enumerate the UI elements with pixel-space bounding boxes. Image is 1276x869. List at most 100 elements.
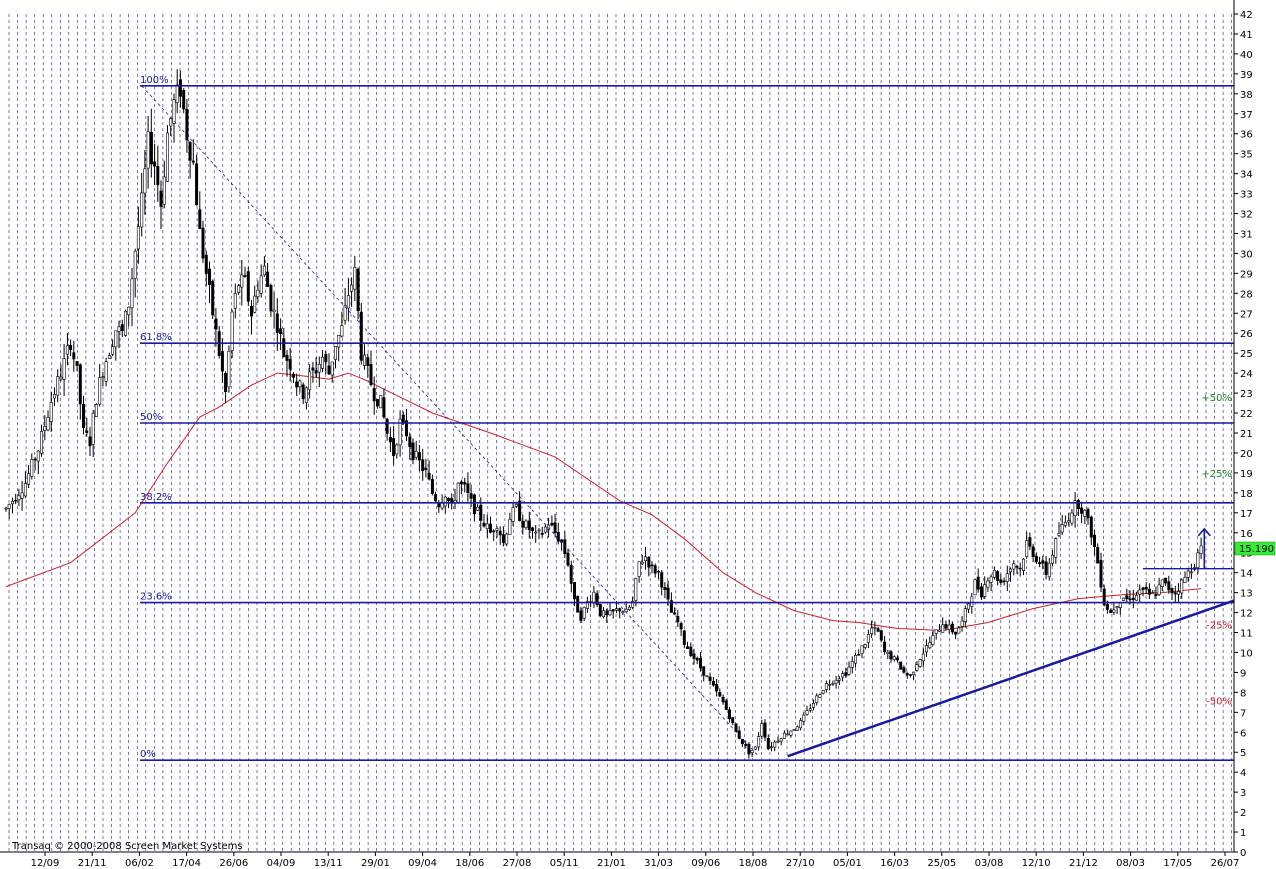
candle bbox=[1183, 571, 1187, 583]
candle bbox=[124, 309, 128, 337]
y-tick-label: 28 bbox=[1240, 289, 1253, 300]
candle-body bbox=[831, 683, 835, 685]
candle bbox=[908, 673, 912, 678]
candle bbox=[944, 620, 948, 631]
candle bbox=[795, 725, 799, 731]
candle bbox=[453, 488, 457, 509]
candle-body bbox=[204, 254, 208, 274]
candle-body bbox=[585, 601, 589, 609]
candle bbox=[786, 729, 790, 736]
candle bbox=[740, 738, 744, 748]
candle-body bbox=[124, 310, 128, 336]
candle-body bbox=[230, 311, 234, 351]
candle-body bbox=[437, 503, 441, 508]
candle-body bbox=[233, 293, 237, 309]
candle-body bbox=[91, 413, 95, 445]
candle-body bbox=[52, 394, 56, 399]
candle-body bbox=[317, 363, 321, 373]
candle-body bbox=[863, 644, 867, 648]
candle-body bbox=[430, 479, 434, 494]
x-tick-label: 09/06 bbox=[691, 858, 720, 869]
candle-body bbox=[1076, 500, 1080, 509]
candle-body bbox=[220, 351, 224, 372]
y-tick-label: 22 bbox=[1240, 409, 1253, 420]
candle bbox=[298, 379, 302, 393]
candle-body bbox=[750, 750, 754, 754]
fib-level-label: 100% bbox=[140, 75, 169, 86]
candle-body bbox=[1138, 589, 1142, 595]
candle-body bbox=[769, 746, 773, 749]
candle-body bbox=[1086, 509, 1090, 519]
candle-body bbox=[753, 746, 757, 750]
candle bbox=[976, 568, 980, 593]
candle-body bbox=[879, 630, 883, 641]
candle bbox=[353, 255, 357, 301]
candle bbox=[1189, 563, 1193, 579]
candle bbox=[673, 607, 677, 615]
candle-body bbox=[262, 265, 266, 276]
candle bbox=[217, 325, 221, 359]
candle-body bbox=[950, 623, 954, 633]
candle-body bbox=[1067, 520, 1071, 523]
candle bbox=[782, 730, 786, 739]
candle-body bbox=[246, 271, 250, 302]
candle-body bbox=[776, 740, 780, 743]
candle bbox=[705, 675, 709, 678]
candle-body bbox=[992, 570, 996, 578]
candle bbox=[647, 556, 651, 577]
candle bbox=[863, 643, 867, 650]
x-tick-label: 21/12 bbox=[1069, 858, 1098, 869]
candle bbox=[1076, 498, 1080, 516]
candle-body bbox=[469, 493, 473, 499]
candle-body bbox=[333, 346, 337, 360]
candle-body bbox=[101, 376, 105, 379]
candle-body bbox=[395, 444, 399, 455]
moving-average bbox=[5, 372, 1202, 632]
candle bbox=[776, 736, 780, 744]
uptrend-line bbox=[787, 599, 1235, 758]
candle-body bbox=[572, 581, 576, 600]
vertical-grid bbox=[8, 14, 1232, 852]
y-tick-label: 14 bbox=[1240, 569, 1253, 580]
candle-body bbox=[937, 629, 941, 632]
candle-body bbox=[908, 674, 912, 676]
candle-body bbox=[582, 607, 586, 619]
candle-body bbox=[107, 355, 111, 359]
candle-body bbox=[850, 661, 854, 668]
candle-body bbox=[760, 723, 764, 737]
candle-body bbox=[346, 295, 350, 309]
candle bbox=[963, 605, 967, 628]
candle bbox=[375, 399, 379, 409]
candle bbox=[937, 624, 941, 632]
candle bbox=[1031, 543, 1035, 563]
candle bbox=[582, 606, 586, 621]
candle-body bbox=[976, 576, 980, 590]
candle bbox=[763, 719, 767, 742]
candle bbox=[870, 620, 874, 638]
candle bbox=[941, 617, 945, 633]
candle-body bbox=[818, 694, 822, 698]
candle-body bbox=[1144, 586, 1148, 590]
candle-body bbox=[721, 696, 725, 703]
y-tick-label: 11 bbox=[1240, 629, 1253, 640]
candle-body bbox=[446, 498, 450, 501]
candle bbox=[101, 372, 105, 386]
candle bbox=[98, 363, 102, 407]
candle-body bbox=[443, 496, 447, 507]
candle-body bbox=[114, 330, 118, 348]
x-tick-label: 25/05 bbox=[927, 858, 956, 869]
candle-body bbox=[698, 657, 702, 669]
candle bbox=[11, 497, 15, 514]
candle bbox=[130, 268, 134, 327]
candle bbox=[708, 672, 712, 685]
candle bbox=[17, 488, 21, 506]
candle-body bbox=[841, 673, 845, 678]
candle bbox=[618, 607, 622, 619]
candle-body bbox=[1038, 562, 1042, 565]
candle bbox=[59, 364, 63, 382]
candle bbox=[153, 143, 157, 186]
candle-body bbox=[924, 645, 928, 653]
candle-body bbox=[156, 165, 160, 186]
candle-body bbox=[569, 564, 573, 584]
